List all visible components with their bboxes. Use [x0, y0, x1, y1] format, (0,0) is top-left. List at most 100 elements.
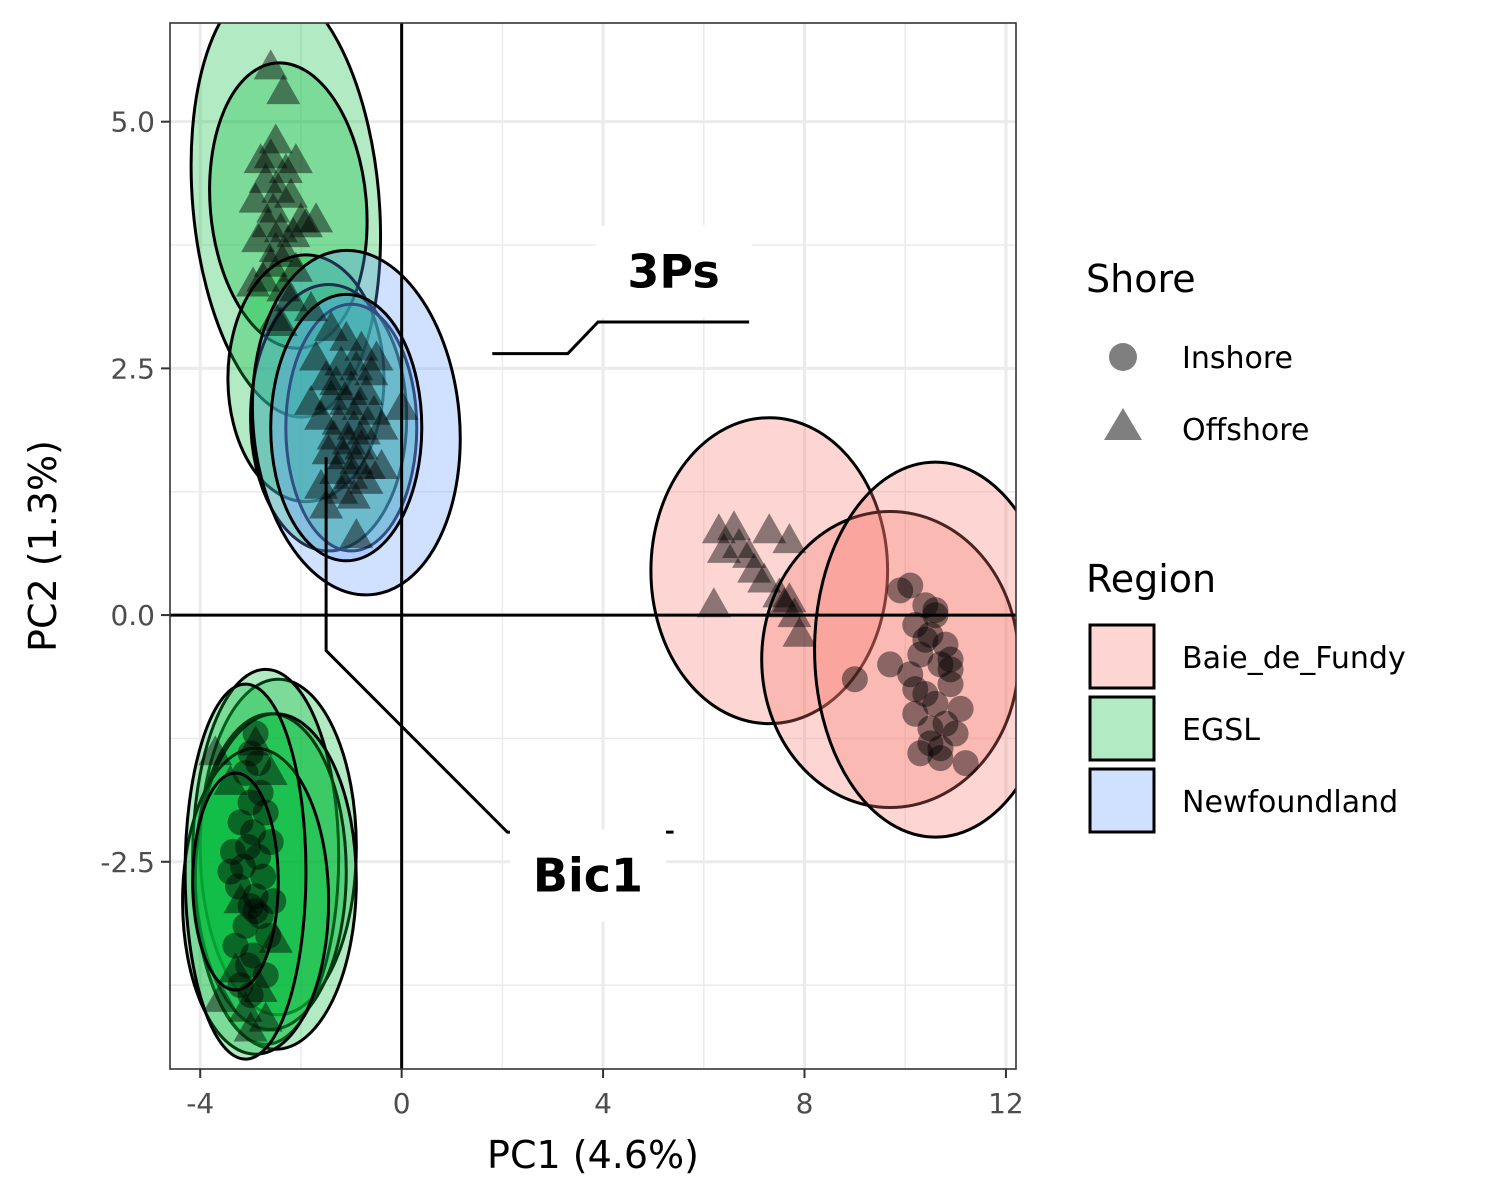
ellipse-egsl [284, 302, 419, 553]
ellipse-newfoundland [269, 292, 424, 563]
point-inshore-egsl [247, 903, 274, 930]
legend-shore-title: Shore [1086, 257, 1196, 301]
x-tick-label: 12 [988, 1087, 1024, 1120]
point-offshore-egsl [253, 246, 288, 277]
point-offshore-baie-de-fundy [722, 528, 757, 558]
point-inshore-baie-de-fundy [927, 745, 954, 772]
point-offshore-egsl [314, 379, 349, 410]
legend: Shore Inshore Offshore Region Baie_de_Fu… [1086, 257, 1406, 834]
ellipse-baie-de-fundy [813, 460, 1016, 839]
point-offshore-egsl [384, 389, 419, 420]
point-offshore-baie-de-fundy [732, 537, 767, 568]
point-offshore-egsl [228, 991, 263, 1022]
point-offshore-egsl [253, 754, 288, 785]
point-inshore-baie-de-fundy [947, 695, 974, 722]
point-inshore-egsl [237, 789, 264, 816]
point-inshore-egsl [255, 922, 282, 949]
point-offshore-egsl [258, 231, 293, 262]
point-inshore-baie-de-fundy [907, 641, 934, 668]
point-offshore-egsl [294, 384, 328, 415]
point-inshore-baie-de-fundy [877, 651, 904, 678]
point-inshore-egsl [227, 809, 254, 836]
point-inshore-egsl [237, 893, 264, 920]
point-inshore-baie-de-fundy [937, 671, 964, 698]
point-inshore-egsl [227, 972, 254, 999]
point-inshore-egsl [240, 942, 267, 969]
point-inshore-egsl [232, 912, 259, 939]
point-offshore-egsl [258, 123, 293, 154]
point-inshore-baie-de-fundy [932, 710, 959, 737]
point-offshore-egsl [309, 360, 344, 391]
point-inshore-baie-de-fundy [937, 646, 964, 673]
point-inshore-baie-de-fundy [912, 681, 939, 708]
point-offshore-egsl [248, 1001, 283, 1032]
point-inshore-baie-de-fundy [902, 700, 929, 727]
point-offshore-baie-de-fundy [737, 552, 772, 583]
point-offshore-baie-de-fundy [747, 562, 782, 593]
point-offshore-egsl [294, 291, 328, 322]
point-inshore-baie-de-fundy [841, 666, 868, 693]
point-inshore-baie-de-fundy [912, 592, 939, 619]
point-offshore-egsl [344, 429, 379, 460]
point-inshore-egsl [260, 888, 287, 915]
point-offshore-egsl [324, 345, 359, 376]
point-inshore-baie-de-fundy [922, 690, 949, 717]
point-offshore-egsl [334, 458, 369, 489]
y-tick-label: 5.0 [110, 106, 155, 139]
point-offshore-egsl [236, 266, 271, 297]
annotation-label-3ps: 3Ps [627, 245, 719, 299]
point-offshore-egsl [346, 414, 381, 445]
point-inshore-baie-de-fundy [897, 572, 924, 599]
point-offshore-egsl [316, 419, 351, 450]
point-inshore-egsl [245, 750, 272, 777]
point-inshore-egsl [252, 799, 279, 826]
point-offshore-egsl [319, 365, 354, 396]
point-offshore-egsl [354, 355, 389, 386]
point-offshore-egsl [339, 444, 374, 475]
point-inshore-egsl [240, 819, 267, 846]
point-offshore-egsl [258, 301, 293, 332]
point-inshore-egsl [219, 838, 246, 865]
point-offshore-egsl [248, 162, 283, 193]
point-inshore-egsl [217, 858, 244, 885]
point-offshore-baie-de-fundy [767, 587, 802, 618]
point-offshore-egsl [283, 202, 318, 233]
point-offshore-baie-de-fundy [706, 532, 741, 563]
point-offshore-baie-de-fundy [701, 513, 736, 544]
ellipse-egsl [191, 771, 280, 992]
point-inshore-egsl [222, 932, 249, 959]
point-inshore-baie-de-fundy [917, 730, 944, 757]
data-points [198, 49, 979, 1042]
legend-label-inshore: Inshore [1182, 341, 1293, 376]
axes: -4 0 4 8 12 -2.5 0.0 2.5 5.0 [100, 106, 1023, 1120]
point-offshore-egsl [246, 261, 281, 292]
annotation-label-box-3ps [595, 225, 752, 318]
point-offshore-egsl [273, 177, 308, 208]
point-inshore-baie-de-fundy [932, 631, 959, 658]
point-inshore-egsl [235, 952, 262, 979]
point-offshore-egsl [256, 192, 291, 223]
point-offshore-newfoundland [364, 449, 399, 480]
point-inshore-baie-de-fundy [917, 715, 944, 742]
point-offshore-baie-de-fundy [772, 582, 807, 613]
legend-triangle-icon [1104, 408, 1142, 440]
point-offshore-egsl [351, 449, 386, 480]
point-offshore-egsl [268, 236, 303, 267]
annotations: 3Ps Bic1 [324, 225, 752, 922]
point-inshore-baie-de-fundy [937, 656, 964, 683]
point-offshore-egsl [243, 972, 278, 1003]
confidence-ellipses [181, 23, 1016, 1061]
point-offshore-egsl [278, 143, 313, 174]
point-offshore-egsl [253, 138, 288, 169]
x-tick-label: 4 [594, 1087, 612, 1120]
point-offshore-egsl [203, 981, 238, 1012]
ellipse-egsl [183, 682, 308, 1061]
point-offshore-egsl [261, 172, 296, 203]
point-offshore-egsl [314, 310, 349, 341]
point-offshore-egsl [331, 424, 366, 455]
point-offshore-egsl [213, 764, 248, 795]
point-inshore-egsl [237, 740, 264, 767]
point-offshore-newfoundland [339, 518, 374, 549]
point-offshore-egsl [258, 922, 293, 953]
